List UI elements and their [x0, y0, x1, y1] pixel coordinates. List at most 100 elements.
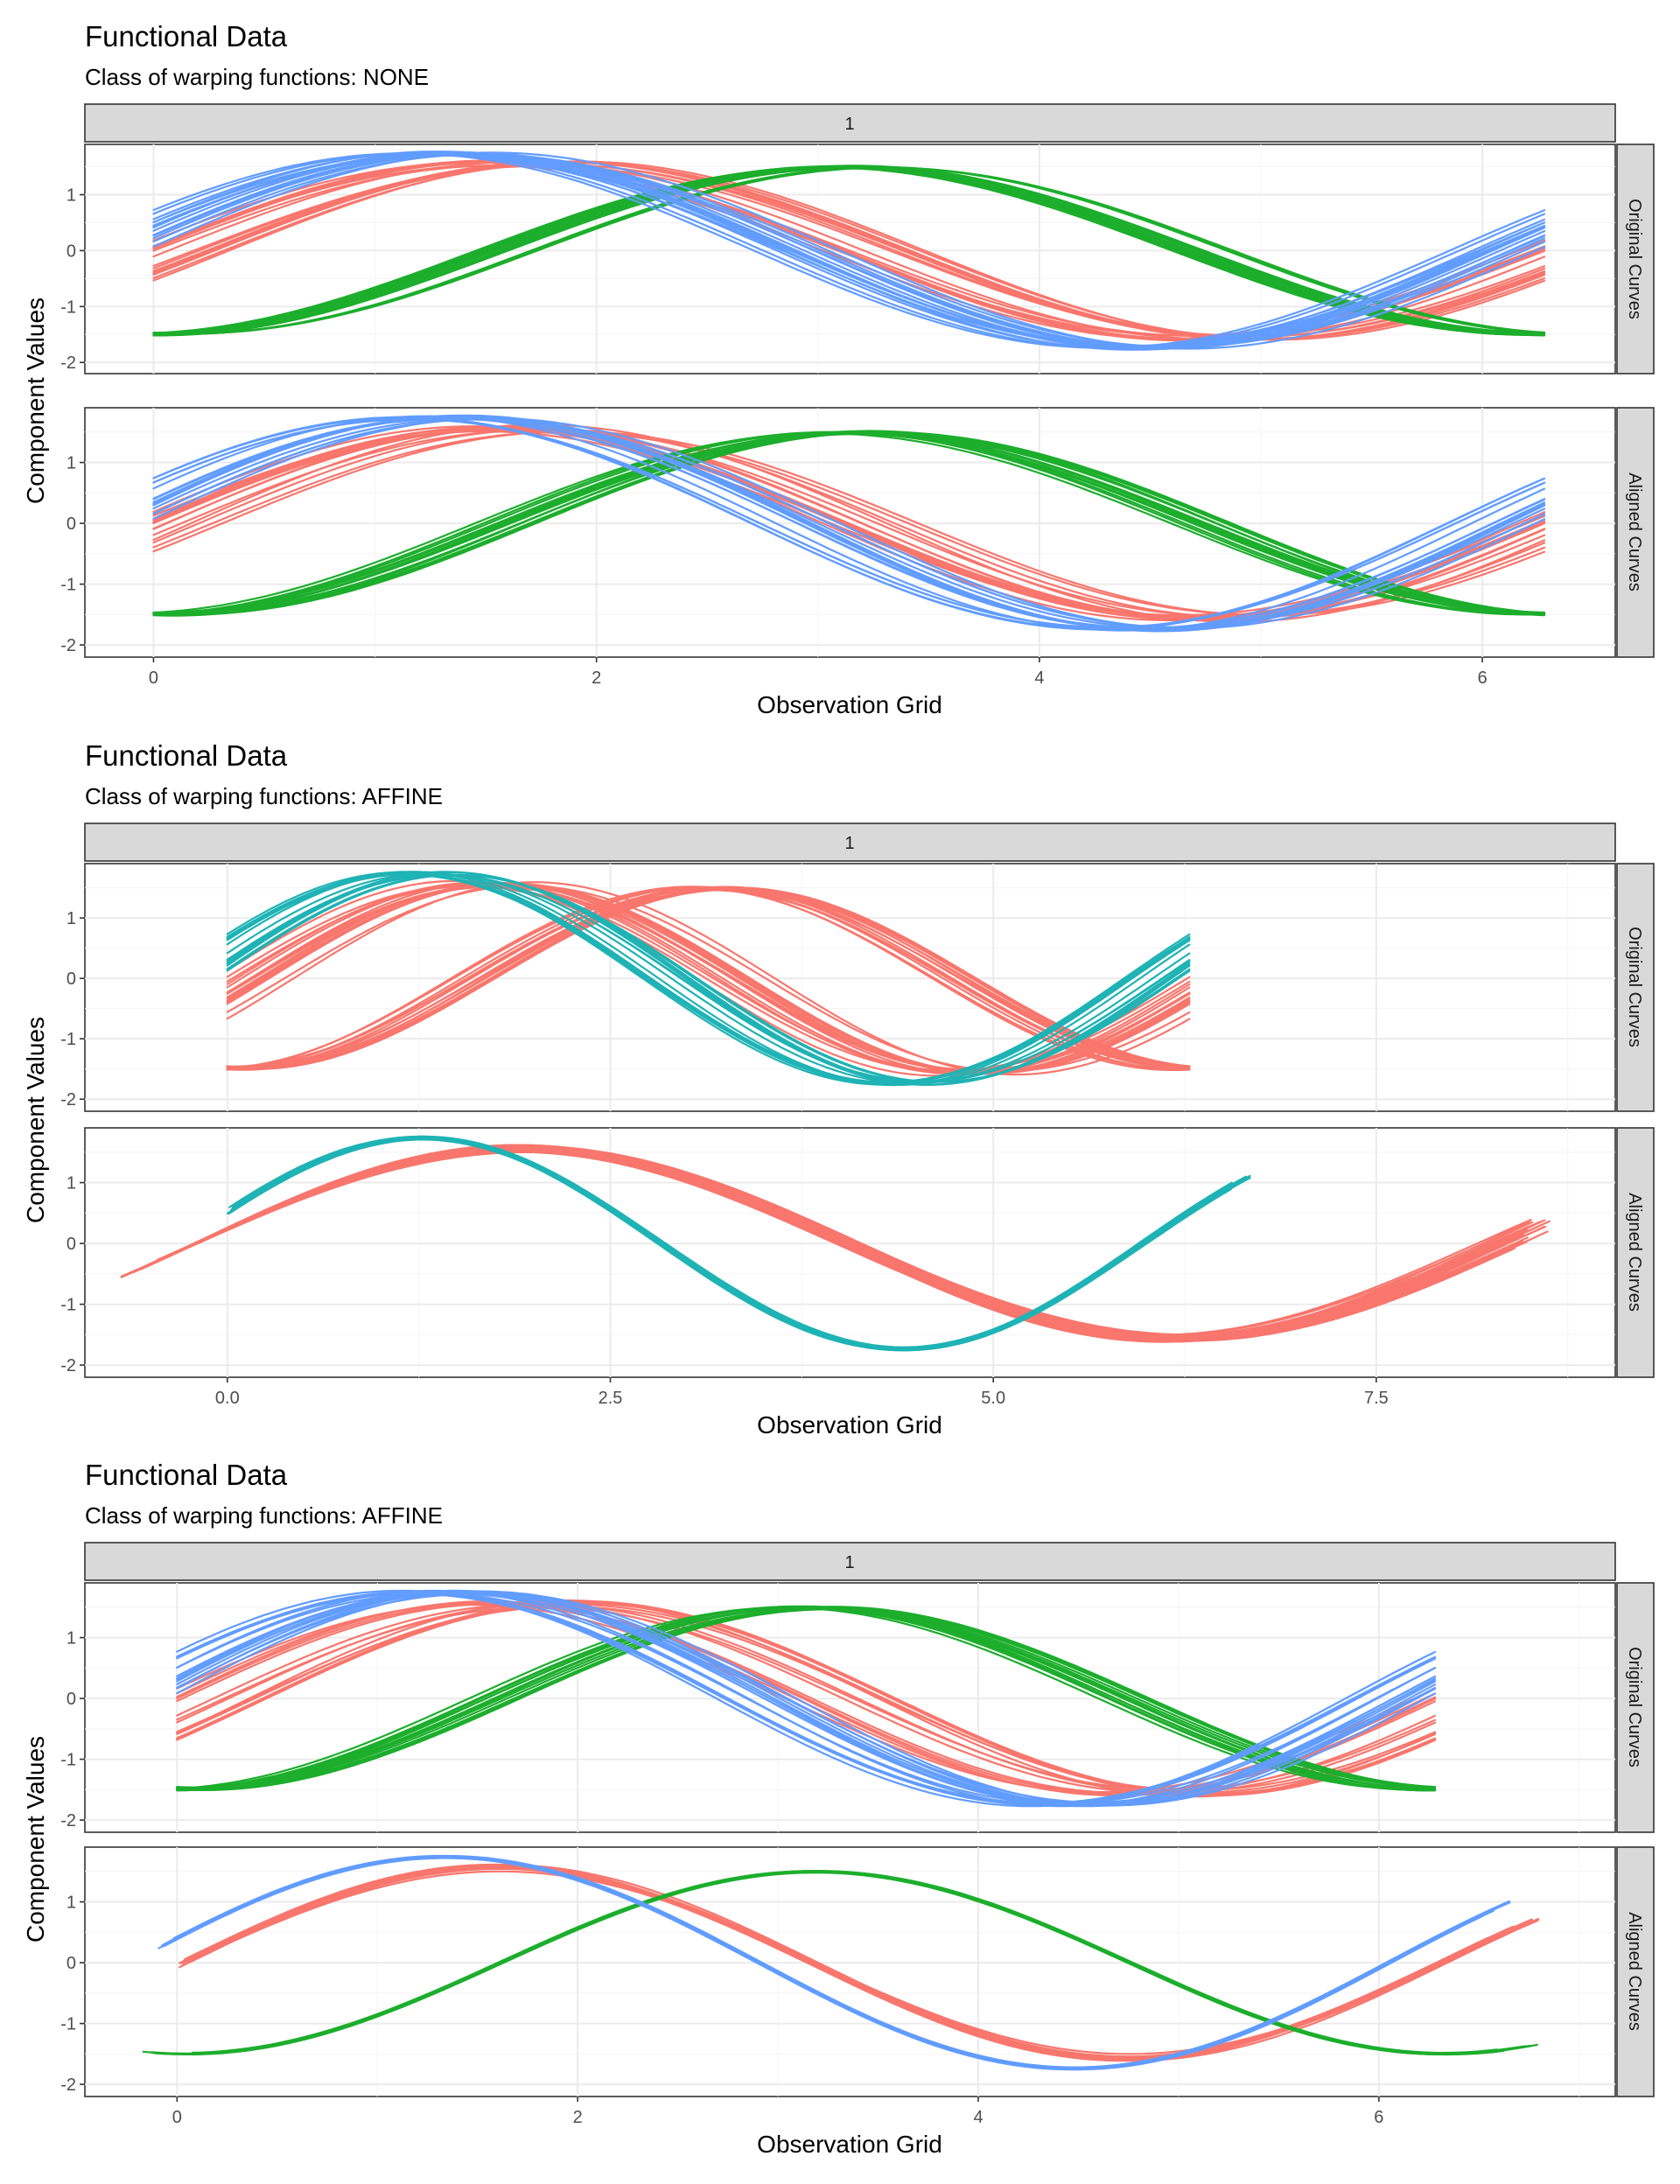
chart-1-subtitle: Class of warping functions: NONE	[85, 64, 429, 90]
chart-3-aligned-y-tick-label: -2	[60, 2076, 76, 2095]
chart-3-aligned-x-tick-label: 0	[172, 2108, 182, 2127]
chart-1-aligned-blue-curve	[152, 416, 1546, 631]
chart-1-aligned-x-tick-label: 2	[592, 668, 601, 688]
chart-2-row-strip-aligned	[1616, 1127, 1655, 1378]
chart-2-aligned-x-tick-label: 0.0	[215, 1389, 240, 1408]
chart-2-y-axis-title: Component Values	[22, 1017, 49, 1223]
chart-3-row-strip-original	[1616, 1582, 1655, 1833]
chart-1-original-blue-curve	[152, 151, 1546, 350]
chart-2-subtitle: Class of warping functions: AFFINE	[85, 783, 443, 809]
chart-3-original-blue-curve	[176, 1592, 1437, 1804]
chart-2-row-strip-aligned-label: Aligned Curves	[1625, 1193, 1644, 1312]
chart-3-original-y-tick-label: 1	[66, 1629, 76, 1648]
chart-3-original-red-curve	[176, 1603, 1437, 1794]
chart-2-aligned-y-tick-label: -1	[60, 1296, 76, 1315]
chart-1-row-strip-aligned	[1616, 407, 1655, 658]
chart-1-aligned-blue-curve	[152, 418, 1546, 628]
chart-3-original-red-curve	[176, 1601, 1437, 1796]
chart-2-original-red-curve	[226, 881, 1191, 1075]
chart-2-original-teal-curve	[226, 873, 1191, 1083]
chart-2-row-strip-original	[1616, 863, 1655, 1112]
chart-1-original-curves	[152, 150, 1546, 351]
chart-1-aligned-curves	[152, 414, 1546, 633]
chart-2-aligned-x-tick-label: 7.5	[1364, 1389, 1389, 1408]
chart-3-original-y-tick-label: -1	[60, 1751, 76, 1770]
chart-2-aligned-y-tick-label: -2	[60, 1356, 76, 1376]
chart-1-aligned-green-curve	[152, 431, 1546, 615]
chart-1-original-y-tick-label: 1	[66, 186, 76, 206]
chart-3-aligned-green-curve	[192, 1870, 1505, 2056]
chart-1-original-green-curve	[152, 166, 1546, 335]
chart-2-aligned-curves	[120, 1135, 1550, 1352]
chart-1-original-y-tick-label: -1	[60, 298, 76, 317]
chart-3-aligned-curves	[142, 1854, 1540, 2071]
chart-3-original-blue-curve	[176, 1591, 1437, 1806]
chart-3-aligned-blue-curve	[158, 1857, 1494, 2068]
chart-1-row-strip-original-label: Original Curves	[1625, 199, 1644, 319]
chart-2-original-red-curve	[226, 889, 1191, 1068]
chart-2-x-axis-title: Observation Grid	[757, 1411, 942, 1438]
chart-1-original-green-curve	[152, 165, 1546, 336]
chart-3-row-strip-aligned-label: Aligned Curves	[1625, 1912, 1644, 2031]
chart-1-original-y-tick-label: -2	[60, 354, 76, 373]
chart-2-aligned-y-tick-label: 1	[66, 1174, 76, 1194]
chart-3-panel-aligned	[84, 1846, 1616, 2097]
chart-2-original-red-curve	[226, 887, 1191, 1070]
chart-1-column-strip	[84, 103, 1616, 143]
chart-3-row-strip-original-label: Original Curves	[1625, 1647, 1644, 1768]
chart-2-aligned-y-tick-label: 0	[66, 1235, 76, 1254]
chart-1-aligned-y-tick-label: -1	[60, 576, 76, 595]
chart-3-aligned-x-tick-label: 4	[973, 2108, 983, 2127]
chart-2-original-teal-curve	[226, 871, 1191, 1087]
chart-2-row-strip-original-label: Original Curves	[1625, 927, 1644, 1047]
chart-3-original-curves	[176, 1589, 1437, 1808]
chart-2-original-y-tick-label: -2	[60, 1090, 76, 1110]
chart-2-column-strip	[84, 822, 1616, 862]
chart-1-aligned-blue-curve	[152, 416, 1546, 630]
chart-3-aligned-x-tick-label: 2	[573, 2108, 583, 2127]
chart-1: Functional Data Class of warping functio…	[22, 20, 1655, 718]
chart-2-column-strip-label: 1	[844, 834, 854, 853]
chart-1-aligned-red-curve	[152, 424, 1546, 623]
chart-3-aligned-y-tick-label: 0	[66, 1954, 76, 1973]
chart-2-original-teal-curve	[226, 872, 1191, 1085]
chart-1-aligned-x-tick-label: 0	[149, 668, 158, 688]
chart-3-title: Functional Data	[85, 1459, 288, 1491]
chart-3-original-y-tick-label: 0	[66, 1690, 76, 1709]
chart-3-aligned-red-curve	[192, 1864, 1488, 2062]
chart-1-original-y-tick-label: 0	[66, 242, 76, 261]
chart-3-aligned-y-tick-label: 1	[66, 1894, 76, 1913]
chart-2-aligned-red-curve	[167, 1151, 1467, 1336]
chart-1-aligned-y-tick-label: 1	[66, 454, 76, 473]
chart-1-aligned-red-curve	[152, 425, 1546, 621]
chart-3-original-blue-curve	[176, 1590, 1437, 1807]
chart-1-aligned-y-tick-label: -2	[60, 636, 76, 655]
chart-2-original-curves	[226, 871, 1191, 1087]
chart-1-aligned-green-curve	[152, 430, 1546, 617]
chart-3-y-axis-title: Component Values	[22, 1736, 49, 1942]
chart-1-title: Functional Data	[85, 20, 288, 52]
chart-3-original-blue-curve	[176, 1590, 1437, 1807]
chart-2-original-red-curve	[226, 882, 1191, 1074]
chart-2-aligned-teal-curve	[234, 1138, 1251, 1350]
chart-2-original-y-tick-label: 1	[66, 909, 76, 928]
chart-3-original-blue-curve	[176, 1592, 1437, 1804]
chart-1-x-axis-title: Observation Grid	[757, 691, 942, 718]
plot-layer: -2 -1 0 1 -2 -1 0 1 0 2 4 6 -2 -1 0 1 -2 -1 0 1 0.0 2.5 5.0 7.5…	[60, 144, 1615, 2127]
chart-2-aligned-red-curve	[171, 1146, 1473, 1340]
chart-1-aligned-blue-curve	[152, 418, 1546, 628]
chart-1-aligned-blue-curve	[152, 417, 1546, 629]
chart-2: Functional Data Class of warping functio…	[22, 739, 1655, 1438]
chart-3-column-strip-label: 1	[844, 1553, 854, 1572]
chart-2-aligned-red-curve	[160, 1148, 1510, 1339]
chart-1-aligned-x-tick-label: 6	[1478, 668, 1488, 688]
chart-1-row-strip-original	[1616, 144, 1655, 374]
chart-3-original-y-tick-label: -2	[60, 1811, 76, 1830]
chart-1-y-axis-title: Component Values	[22, 298, 49, 504]
chart-3-original-blue-curve	[176, 1591, 1437, 1806]
chart-1-column-strip-label: 1	[844, 115, 854, 134]
chart-2-original-red-curve	[226, 882, 1191, 1074]
chart-2-original-red-curve	[226, 881, 1191, 1076]
chart-2-original-y-tick-label: -1	[60, 1030, 76, 1049]
